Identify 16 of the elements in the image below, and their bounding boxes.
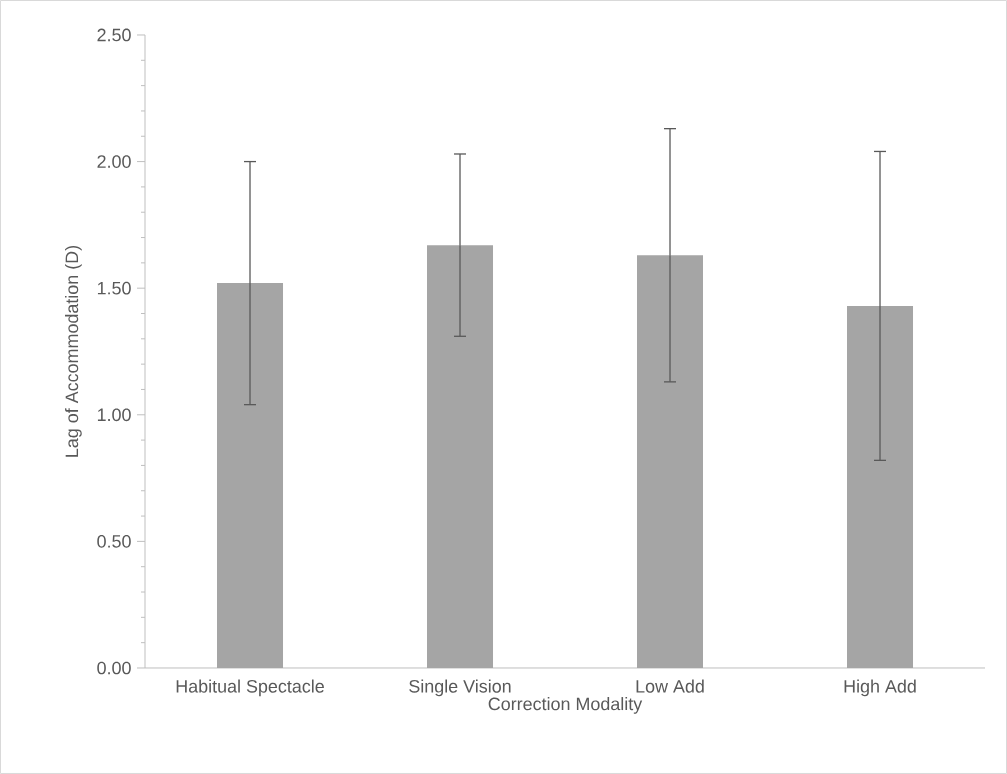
x-tick-label: High Add <box>844 679 916 697</box>
bar <box>217 283 284 668</box>
x-axis-title: Correction Modality <box>488 697 643 714</box>
y-tick-label: 2.50 <box>97 28 131 42</box>
y-tick-label: 1.50 <box>97 281 131 295</box>
x-tick-label: Single Vision <box>409 679 511 697</box>
x-tick-label: Low Add <box>636 679 704 693</box>
y-tick-label: 1.00 <box>97 408 131 422</box>
bar <box>847 305 914 668</box>
x-tick-label: Habitual Spectacle <box>176 679 324 697</box>
y-axis-title: Lag of Accommodation (D) <box>65 245 82 457</box>
y-tick-label: 0.00 <box>97 661 131 675</box>
bar <box>427 245 494 668</box>
y-tick-label: 2.00 <box>97 155 131 168</box>
y-tick-label: 0.50 <box>97 535 131 548</box>
bar <box>637 255 704 668</box>
